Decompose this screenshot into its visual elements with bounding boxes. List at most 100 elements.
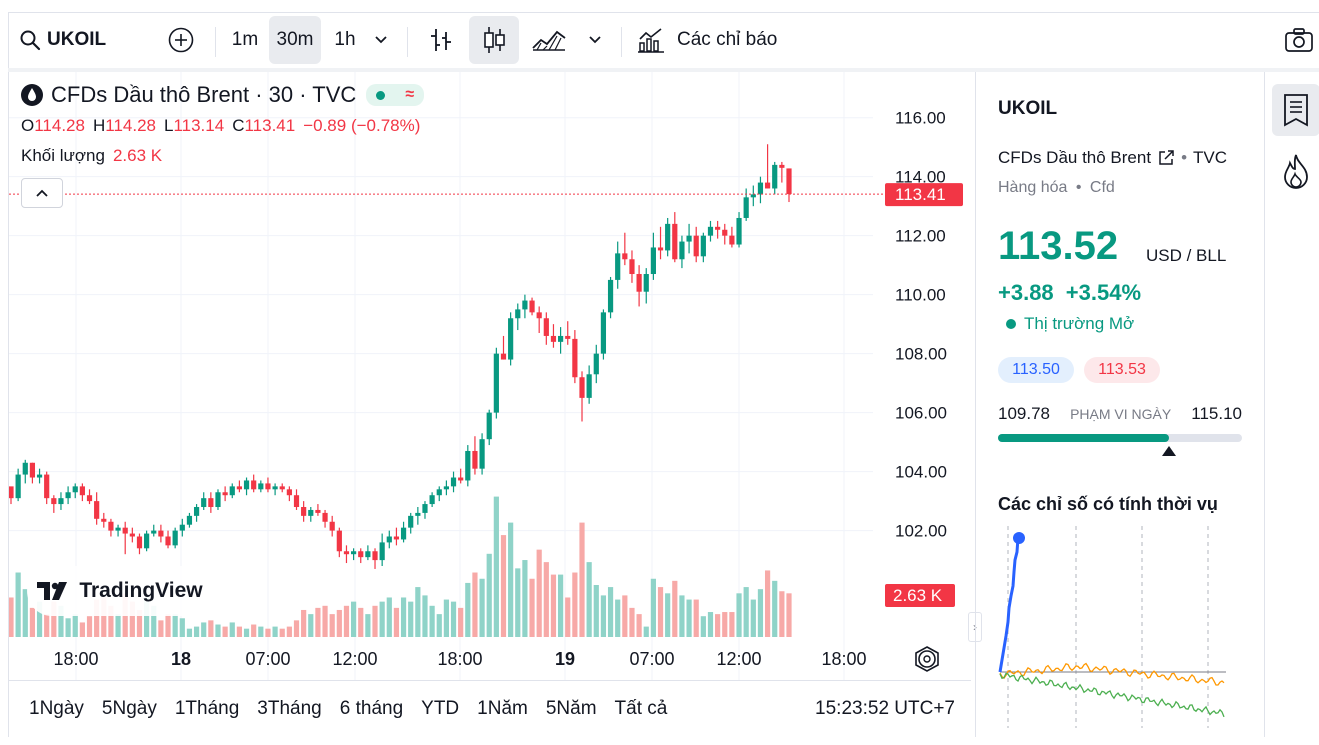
volume-bar	[615, 599, 621, 637]
day-range-fill	[998, 434, 1169, 442]
candle-body	[607, 279, 614, 313]
volume-bar	[265, 628, 271, 637]
candle-body	[500, 353, 507, 360]
candles-chart-type-button[interactable]	[469, 16, 519, 64]
candle-body	[193, 507, 200, 516]
candle-body	[493, 353, 499, 413]
market-status-pill[interactable]: ≈	[366, 84, 425, 106]
volume-bar	[144, 597, 150, 637]
volume-bar	[565, 597, 571, 637]
candle-body	[422, 504, 428, 513]
bar-change-value: −0.89 (−0.78%)	[303, 116, 421, 135]
candle-body	[165, 536, 171, 546]
candle-body	[79, 486, 85, 496]
volume-bar	[365, 614, 371, 637]
range-3-months[interactable]: 3Tháng	[257, 698, 322, 719]
price-axis-label: 102.00	[895, 522, 947, 541]
candle-body	[393, 536, 400, 540]
watchlist-details-button[interactable]	[1272, 84, 1319, 136]
candle-body	[115, 527, 121, 531]
volume-bar	[22, 589, 28, 637]
volume-bar	[9, 597, 14, 637]
range-ytd[interactable]: YTD	[421, 698, 460, 719]
interval-dropdown-button[interactable]	[367, 16, 395, 64]
volume-bar	[607, 587, 614, 637]
open-value: 114.28	[34, 116, 85, 135]
chart-type-dropdown-button[interactable]	[581, 16, 609, 64]
details-instrument-name[interactable]: CFDs Dầu thô Brent	[998, 148, 1152, 167]
volume-bar	[15, 572, 21, 637]
market-status[interactable]: Thị trường Mở	[1006, 314, 1134, 334]
compare-symbol-button[interactable]	[161, 16, 201, 64]
interval-1m[interactable]: 1m	[231, 29, 259, 50]
bar-chart-type-button[interactable]	[421, 16, 461, 64]
collapse-legend-button[interactable]	[21, 178, 63, 208]
candle-body	[272, 486, 278, 490]
volume-bar	[686, 599, 692, 637]
candle-body	[522, 300, 528, 310]
candle-body	[465, 450, 471, 481]
range-6-months[interactable]: 6 tháng	[339, 698, 404, 719]
range-1-month[interactable]: 1Tháng	[174, 698, 240, 719]
high-value: 114.28	[105, 116, 156, 135]
settings-gear-icon[interactable]	[918, 650, 936, 668]
details-exchange: TVC	[1193, 148, 1228, 167]
time-axis-label: 19	[555, 649, 575, 669]
seasonals-chart[interactable]	[996, 522, 1226, 732]
market-open-dot	[1006, 319, 1016, 329]
chart-symbol-title: CFDs Dầu thô Brent · 30 · TVC	[51, 82, 357, 107]
candle-body	[722, 229, 728, 236]
volume-legend: Khối lượng 2.63 K	[21, 146, 162, 166]
volume-bar	[215, 624, 221, 637]
volume-bar	[108, 605, 114, 637]
tradingview-logo[interactable]: TradingView	[27, 566, 213, 616]
volume-bar	[358, 607, 364, 637]
volume-bar	[450, 601, 457, 637]
candle-body	[686, 235, 692, 242]
candle-body	[436, 489, 442, 496]
range-1-year[interactable]: 1Năm	[477, 698, 528, 719]
candle-body	[508, 318, 514, 360]
candle-body	[443, 486, 449, 490]
hotlists-button[interactable]	[1272, 146, 1319, 198]
volume-bar	[715, 614, 721, 637]
range-5-days[interactable]: 5Ngày	[101, 698, 157, 719]
snapshot-button[interactable]	[1279, 16, 1319, 64]
volume-bar	[65, 618, 71, 637]
range-1-day[interactable]: 1Ngày	[29, 698, 84, 719]
candle-body	[365, 551, 371, 558]
right-sidebar	[1266, 72, 1319, 737]
external-link-icon[interactable]	[1157, 149, 1175, 167]
interval-30m[interactable]: 30m	[269, 16, 321, 64]
candle-body	[779, 164, 785, 168]
area-chart-type-button[interactable]	[527, 16, 571, 64]
seasonals-title[interactable]: Các chỉ số có tính thời vụ	[998, 494, 1218, 514]
chart-panel[interactable]: 116.00 114.00 112.00 110.00 108.00 106.00 104.…	[8, 72, 971, 737]
range-all[interactable]: Tất cả	[614, 698, 668, 719]
volume-bar	[622, 595, 628, 637]
bid-price-badge: 113.50	[998, 357, 1074, 383]
indicators-button[interactable]: Các chỉ báo	[637, 16, 789, 64]
volume-bar	[129, 601, 135, 637]
seasonal-series-current	[998, 537, 1020, 673]
candle-body	[550, 335, 557, 342]
candle-body	[44, 474, 50, 499]
candle-body	[743, 197, 749, 218]
volume-bar	[279, 628, 285, 637]
interval-1h[interactable]: 1h	[334, 29, 356, 50]
volume-bar	[51, 601, 57, 637]
ohlc-bars-icon	[431, 29, 451, 51]
timezone-clock[interactable]: 15:23:52 UTC+7	[815, 698, 955, 719]
candle-body	[672, 223, 678, 260]
price-chart[interactable]: 116.00 114.00 112.00 110.00 108.00 106.00 104.…	[9, 72, 971, 680]
indicators-label: Các chỉ báo	[677, 29, 778, 50]
close-value: 113.41	[244, 116, 296, 135]
volume-bar	[36, 601, 43, 637]
candle-body	[122, 527, 128, 534]
price-axis-label: 110.00	[895, 286, 946, 305]
volume-bar	[779, 591, 785, 637]
range-5-years[interactable]: 5Năm	[545, 698, 597, 719]
candle-body	[229, 486, 235, 496]
volume-bar	[351, 601, 357, 637]
symbol-search-button[interactable]: UKOIL	[19, 16, 129, 64]
